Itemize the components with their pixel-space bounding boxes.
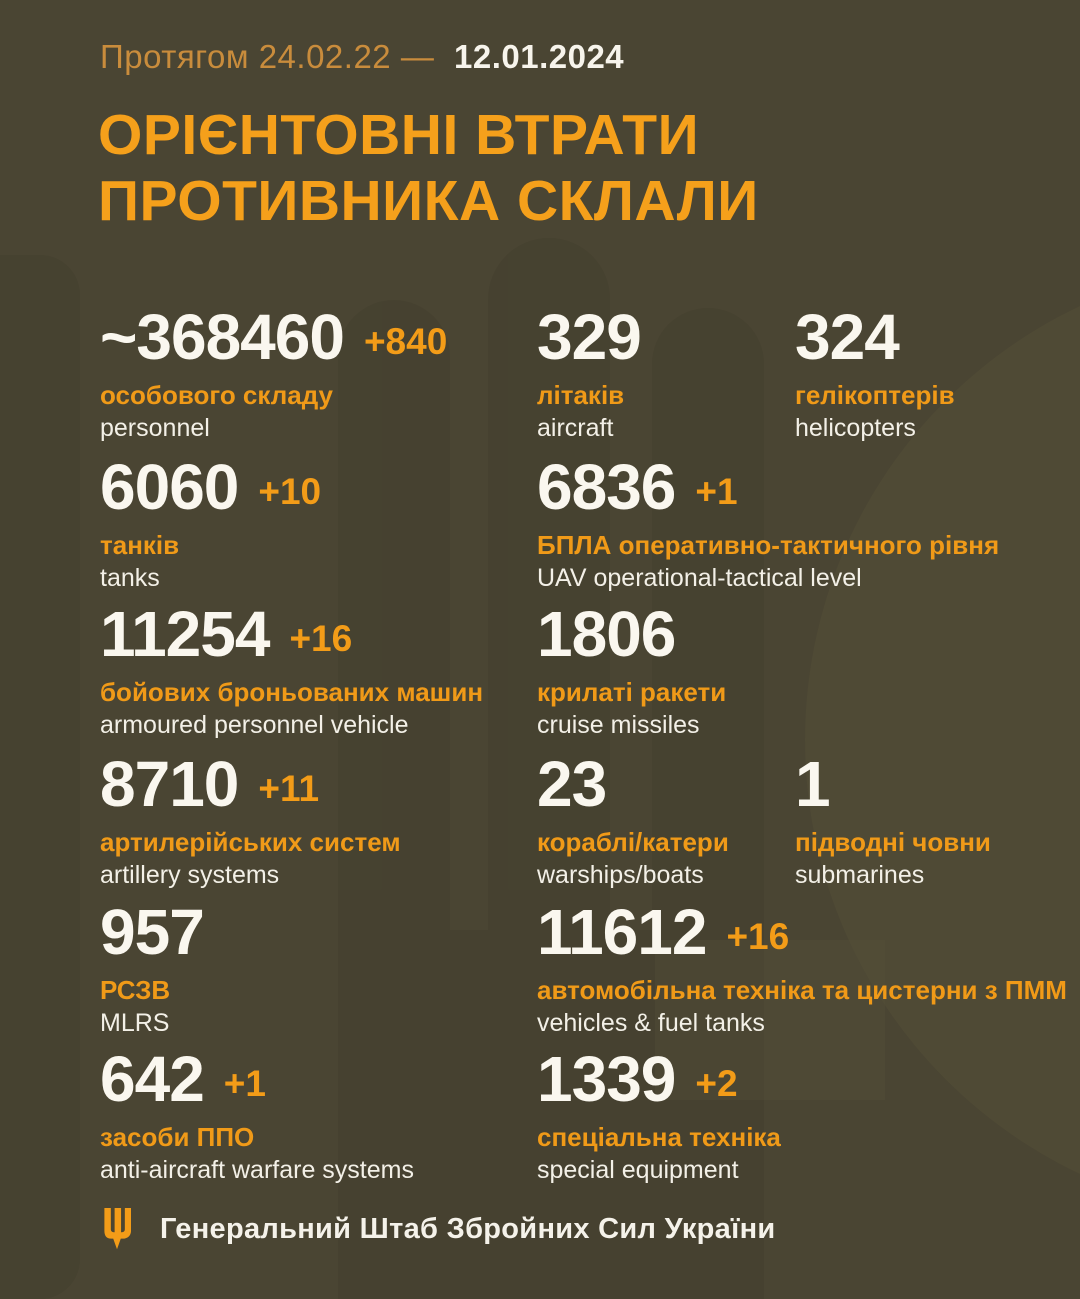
footer: Генеральний Штаб Збройних Сил України (100, 1208, 776, 1250)
stat-delta: +840 (363, 321, 448, 362)
stat-delta: +1 (695, 471, 738, 512)
stat-label-ua: підводні човни (795, 827, 991, 857)
stat-value: 8710 (100, 748, 239, 820)
stat-value: 324 (795, 301, 900, 373)
stat-uav: 6836 +1 БПЛА оперативно-тактичного рівня… (537, 455, 999, 592)
stat-label-ua: автомобільна техніка та цистерни з ПММ (537, 975, 1067, 1005)
stat-value: 1 (795, 748, 831, 820)
stat-label-en: personnel (100, 413, 210, 442)
stat-cruise-missiles: 1806 крилаті ракети cruise missiles (537, 602, 726, 739)
stat-delta: +10 (258, 471, 322, 512)
trident-icon (104, 1208, 131, 1250)
stat-delta: +2 (695, 1063, 738, 1104)
stat-value: 11254 (100, 598, 270, 670)
stat-label-ua: БПЛА оперативно-тактичного рівня (537, 530, 1000, 560)
stat-value: 23 (537, 748, 607, 820)
stat-label-en: cruise missiles (537, 710, 700, 739)
stat-mlrs: 957 РСЗВ MLRS (100, 896, 205, 1037)
stat-artillery: 8710 +11 артилерійських систем artillery… (100, 752, 401, 889)
stat-value: ~368460 (100, 301, 345, 373)
stat-label-en: vehicles & fuel tanks (537, 1008, 765, 1037)
stat-label-en: UAV operational-tactical level (537, 563, 862, 592)
stat-label-en: armoured personnel vehicle (100, 710, 409, 739)
stat-label-ua: крилаті ракети (537, 677, 727, 707)
title-line-2: ПРОТИВНИКА СКЛАЛИ (98, 168, 759, 233)
stat-label-en: aircraft (537, 413, 614, 442)
stat-tanks: 6060 +10 танків tanks (100, 455, 321, 592)
stat-label-en: artillery systems (100, 860, 280, 889)
stat-value: 642 (100, 1043, 205, 1115)
stat-value: 6060 (100, 451, 239, 523)
period-prefix: Протягом 24.02.22 — (100, 38, 435, 75)
stat-label-en: tanks (100, 563, 160, 592)
stat-aircraft: 329 літаків aircraft (537, 301, 642, 442)
stat-armoured-vehicles: 11254 +16 бойових броньованих машин armo… (100, 602, 483, 739)
footer-org-name: Генеральний Штаб Збройних Сил України (160, 1212, 776, 1245)
page-title: ОРІЄНТОВНІ ВТРАТИ ПРОТИВНИКА СКЛАЛИ (98, 103, 759, 234)
stat-label-en: helicopters (795, 413, 916, 442)
stat-value: 6836 (537, 451, 676, 523)
stat-delta: +1 (223, 1063, 266, 1104)
stat-label-ua: особового складу (100, 380, 333, 410)
stat-value: 1339 (537, 1043, 676, 1115)
stat-special-equipment: 1339 +2 спеціальна техніка special equip… (537, 1047, 781, 1184)
stat-label-ua: гелікоптерів (795, 380, 955, 410)
period-date: 12.01.2024 (454, 38, 625, 75)
stat-value: 1806 (537, 598, 676, 670)
stat-label-ua: спеціальна техніка (537, 1122, 781, 1152)
stat-label-ua: літаків (537, 380, 625, 410)
stat-label-ua: артилерійських систем (100, 827, 401, 857)
stat-label-ua: бойових броньованих машин (100, 677, 484, 707)
stat-label-en: MLRS (100, 1008, 170, 1037)
stat-label-en: special equipment (537, 1155, 739, 1184)
stat-label-ua: кораблі/катери (537, 827, 729, 857)
stat-helicopters: 324 гелікоптерів helicopters (795, 305, 955, 442)
stat-label-ua: РСЗВ (100, 975, 171, 1005)
stat-personnel: ~368460 +840 особового складу personnel (100, 305, 447, 442)
stat-value: 11612 (537, 896, 707, 968)
stat-label-en: warships/boats (537, 860, 704, 889)
stat-warships: 23 кораблі/катери warships/boats (537, 752, 729, 889)
stat-anti-aircraft: 642 +1 засоби ППО anti-aircraft warfare … (100, 1047, 414, 1184)
title-line-1: ОРІЄНТОВНІ ВТРАТИ (98, 103, 700, 167)
stat-vehicles-fuel-tanks: 11612 +16 автомобільна техніка та цистер… (537, 900, 1067, 1037)
stat-label-ua: танків (100, 530, 180, 560)
stat-delta: +16 (289, 618, 353, 659)
stat-delta: +16 (726, 916, 790, 957)
stat-value: 329 (537, 301, 642, 373)
stat-submarines: 1 підводні човни submarines (795, 752, 991, 889)
stat-label-ua: засоби ППО (100, 1122, 255, 1152)
stat-delta: +11 (258, 768, 320, 809)
stat-label-en: anti-aircraft warfare systems (100, 1155, 414, 1184)
stat-label-en: submarines (795, 860, 925, 889)
report-period: Протягом 24.02.22 — 12.01.2024 (100, 38, 624, 76)
stat-value: 957 (100, 896, 205, 968)
